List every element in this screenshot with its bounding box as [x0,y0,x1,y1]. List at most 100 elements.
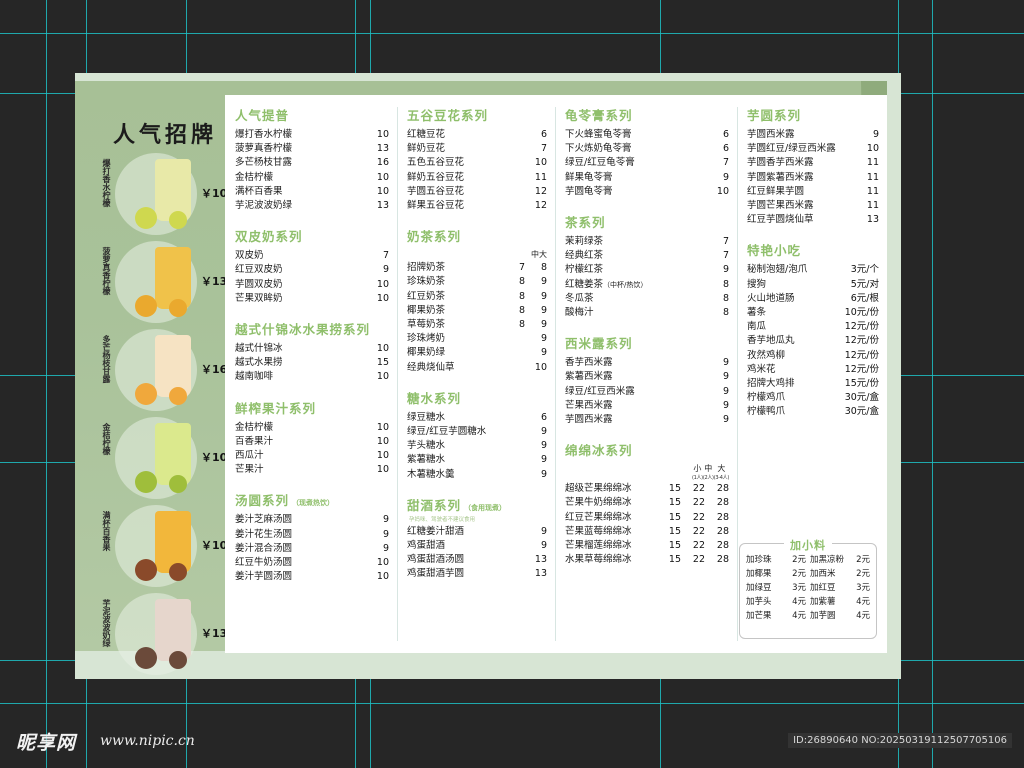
menu-item-name: 招牌大鸡排 [747,378,795,390]
menu-item-price: 10 [376,435,389,447]
menu-item-price: 15 [668,497,681,509]
menu-item-row: 芋圆西米露 9 [747,128,879,142]
menu-item-name: 芋泥波波奶绿 [235,200,293,212]
menu-item-price: 28 [716,483,729,495]
menu-item-row: 红糖姜汁甜酒 9 [407,525,547,539]
menu-item-row: 火山地道肠 6元/根 [747,292,879,306]
menu-item-price: 28 [716,511,729,523]
menu-item-name: 芋圆双皮奶 [235,278,283,290]
section-title: 人气提普 [235,108,290,123]
menu-item-row: 金桔柠檬 10 [235,421,389,435]
menu-item-row: 鸡蛋甜酒芋圆 13 [407,567,547,581]
menu-item-name: 红糖姜茶（中杯/热饮） [565,278,648,290]
menu-item-price: 11 [866,157,879,169]
menu-item-row: 薯条 10元/份 [747,306,879,320]
menu-item-price: 8 [722,292,729,304]
menu-item-price: 9 [540,290,547,302]
menu-item-price: 8 [722,278,729,290]
menu-section: 西米露系列 香芋西米露 9 紫薯西米露 9 绿豆/红豆西米露 9 芒果西米露 9 芋圆西米露 9 [565,333,729,427]
menu-item-row: 芒果榴莲绵绵冰 15 22 28 [565,539,729,553]
menu-item-name: 鸡蛋甜酒芋圆 [407,568,465,580]
menu-item-name: 绿豆/红豆芋圆糖水 [407,426,487,438]
menu-item-row: 紫薯糖水 9 [407,453,547,467]
fruit-garnish-icon [135,207,157,229]
menu-item-row: 酸梅汁 8 [565,306,729,320]
menu-item-price: 9 [722,414,729,426]
menu-item-name: 红豆双皮奶 [235,264,283,276]
addon-price: 3元 [792,583,806,593]
menu-item-name: 珍珠烤奶 [407,333,446,345]
addon-price: 4元 [856,611,870,621]
menu-item-price: 28 [716,540,729,552]
menu-item-row: 越式水果捞 15 [235,356,389,370]
section-title: 越式什锦冰水果捞系列 [235,322,371,338]
menu-section: 人气提普 爆打香水柠檬 10 菠萝真香柠檬 13 多芒杨枝甘露 16 金桔柠檬 10 满杯百香果 1… [235,105,389,213]
menu-column: 五谷豆花系列 红糖豆花 6 鲜奶豆花 7 五色五谷豆花 10 鲜奶五谷豆花 11 芋圆五谷豆花 12… [397,95,555,653]
featured-photo-disc [115,329,197,411]
menu-item-price: 9 [540,540,547,552]
menu-item-price: 22 [692,497,705,509]
section-heading: 糖水系列 [407,388,547,407]
menu-section: 茶系列 茉莉绿茶 7 经典红茶 7 柠檬红茶 9 红糖姜茶（中杯/热饮） 8 冬瓜茶 8 酸梅汁 8 [565,212,729,320]
menu-item-price: 3元/个 [850,264,879,276]
section-note: （食用现煮） [464,503,507,512]
addon-name: 加芋头 [746,597,772,607]
addon-price: 3元 [856,583,870,593]
menu-item-row: 芋泥波波奶绿 13 [235,199,389,213]
menu-item-row: 珍珠烤奶 9 [407,332,547,346]
menu-item-price: 6 [540,129,547,140]
menu-item-price: 10 [376,371,389,383]
section-heading: 奶茶系列 [407,226,547,245]
menu-item-row: 芋圆龟苓膏 10 [565,185,729,199]
featured-item-price: ￥13 [201,627,228,640]
section-title: 甜酒系列 [407,497,462,513]
menu-section: 越式什锦冰水果捞系列 越式什锦冰 10 越式水果捞 15 越南咖啡 10 [235,319,389,385]
menu-item-price: 8 [722,307,729,319]
featured-item-label: 金桔柠檬 [102,423,111,455]
menu-item-name: 红豆芋圆烧仙草 [747,214,814,226]
menu-item-price: 10 [376,557,389,569]
menu-item-price: 6 [722,143,729,155]
section-title: 鲜榨果汁系列 [235,400,317,416]
featured-item-price: ￥10 [201,451,228,464]
menu-item-price: 9 [540,525,547,537]
menu-item-price: 11 [866,185,879,197]
menu-item-price: 9 [722,171,729,183]
menu-item-row: 鸡蛋甜酒 9 [407,539,547,553]
addon-price: 2元 [856,569,870,579]
featured-photo-disc [115,241,197,323]
menu-item-price: 11 [866,171,879,183]
menu-item-price: 9 [722,399,729,411]
section-heading: 绵绵冰系列 [565,440,729,459]
addon-item: 加绿豆 3元 [746,582,806,595]
menu-item-row: 红糖姜茶（中杯/热饮） 8 [565,278,729,292]
menu-section: 特艳小吃 秘制泡翅/泡爪 3元/个 搜狗 5元/对 火山地道肠 6元/根 薯条 10元/份 南瓜 1… [747,240,879,419]
menu-item-row: 芋圆五谷豆花 12 [407,185,547,199]
menu-item-row: 五色五谷豆花 10 [407,156,547,170]
section-heading: 甜酒系列 （食用现煮） [407,495,547,514]
menu-item-price: 8 [518,319,525,331]
menu-item-price: 10 [376,171,389,183]
fruit-garnish-icon [135,295,157,317]
menu-item-price: 8 [518,276,525,288]
menu-item-name: 芒果双眸奶 [235,292,283,304]
menu-item-price: 15 [376,357,389,369]
addons-title: 加小料 [784,537,832,553]
section-heading: 芋圆系列 [747,105,879,124]
featured-photo-disc [115,417,197,499]
menu-item-row: 草莓奶茶 8 9 [407,318,547,332]
featured-item-label: 满杯百香果 [102,511,111,551]
menu-item-price: 22 [692,540,705,552]
price-column-header: 大 [539,250,547,260]
menu-item-name: 红豆芒果绵绵冰 [565,511,632,523]
menu-item-name: 水果草莓绵绵冰 [565,554,632,566]
menu-item-name: 绿豆糖水 [407,411,446,423]
menu-item-price: 15 [668,554,681,566]
menu-item-row: 鲜果五谷豆花 12 [407,199,547,213]
fruit-garnish-icon [169,563,187,581]
addon-name: 加椰果 [746,569,772,579]
menu-item-price: 15 [668,483,681,495]
menu-item-name: 草莓奶茶 [407,319,446,331]
menu-column: 人气提普 爆打香水柠檬 10 菠萝真香柠檬 13 多芒杨枝甘露 16 金桔柠檬 10 满杯百香果 1… [225,95,397,653]
